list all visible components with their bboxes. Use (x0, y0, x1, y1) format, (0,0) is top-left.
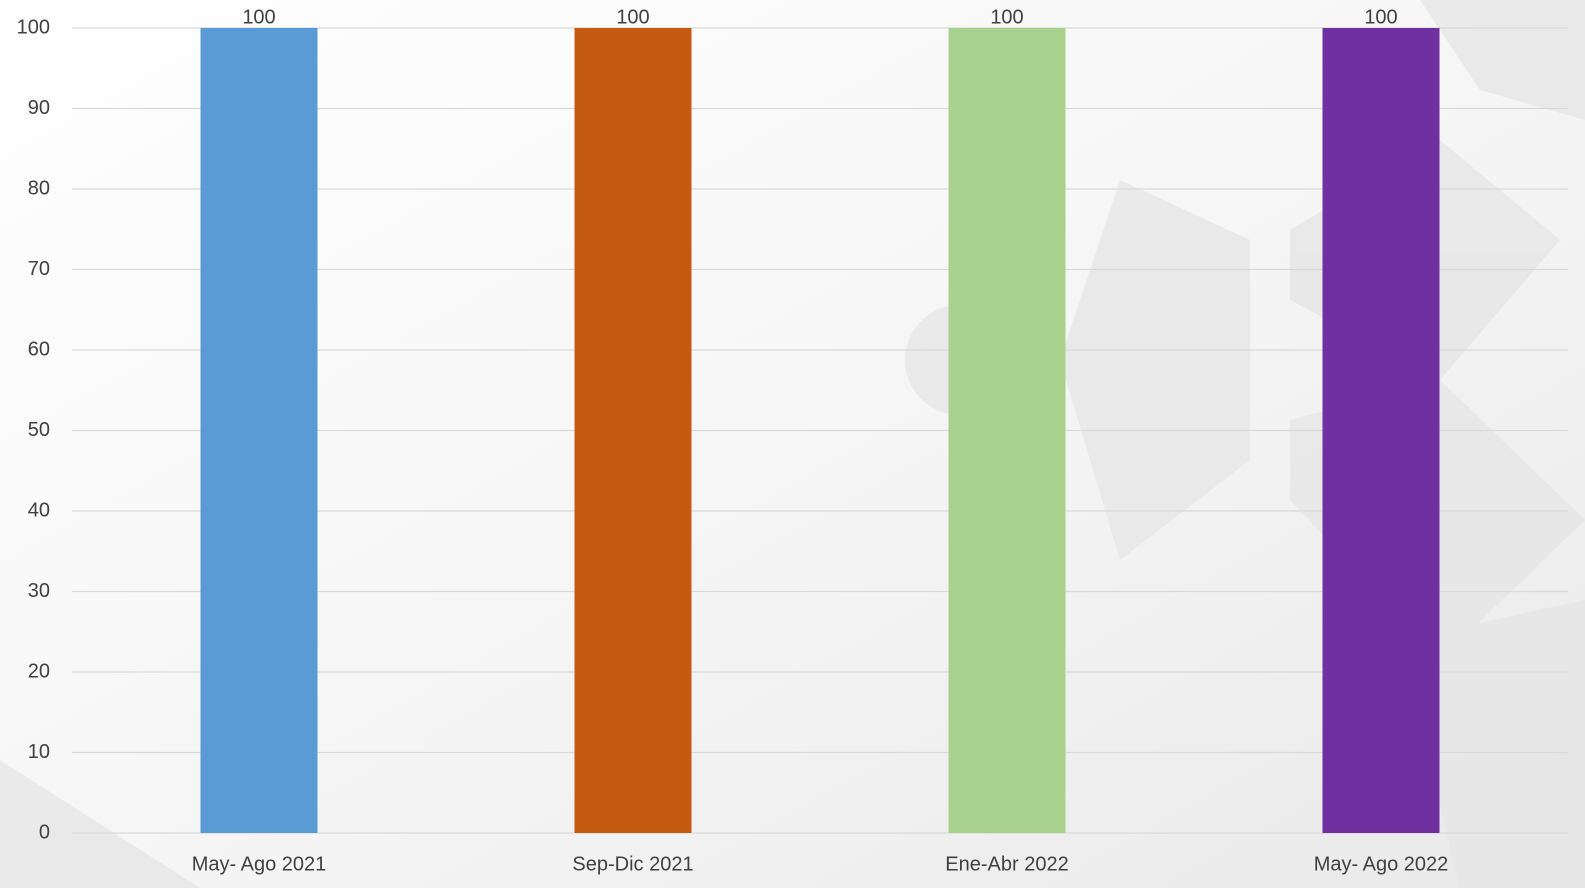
y-tick-label: 80 (28, 177, 50, 199)
data-label: 100 (242, 6, 275, 28)
x-tick-label: May- Ago 2022 (1314, 853, 1449, 875)
x-tick-label: Ene-Abr 2022 (945, 853, 1068, 875)
y-tick-label: 40 (28, 499, 50, 521)
y-tick-label: 10 (28, 741, 50, 763)
y-tick-label: 50 (28, 419, 50, 441)
x-tick-label: May- Ago 2021 (192, 853, 327, 875)
bar (948, 28, 1066, 833)
y-tick-label: 60 (28, 338, 50, 360)
y-tick-label: 90 (28, 97, 50, 119)
y-tick-label: 70 (28, 258, 50, 280)
bar (574, 28, 692, 833)
data-label: 100 (616, 6, 649, 28)
data-label: 100 (990, 6, 1023, 28)
y-tick-label: 100 (17, 16, 50, 38)
bar (1322, 28, 1440, 833)
x-tick-label: Sep-Dic 2021 (572, 853, 693, 875)
y-tick-label: 0 (39, 821, 50, 843)
data-label: 100 (1364, 6, 1397, 28)
y-tick-label: 20 (28, 660, 50, 682)
bar (200, 28, 318, 833)
y-tick-label: 30 (28, 580, 50, 602)
